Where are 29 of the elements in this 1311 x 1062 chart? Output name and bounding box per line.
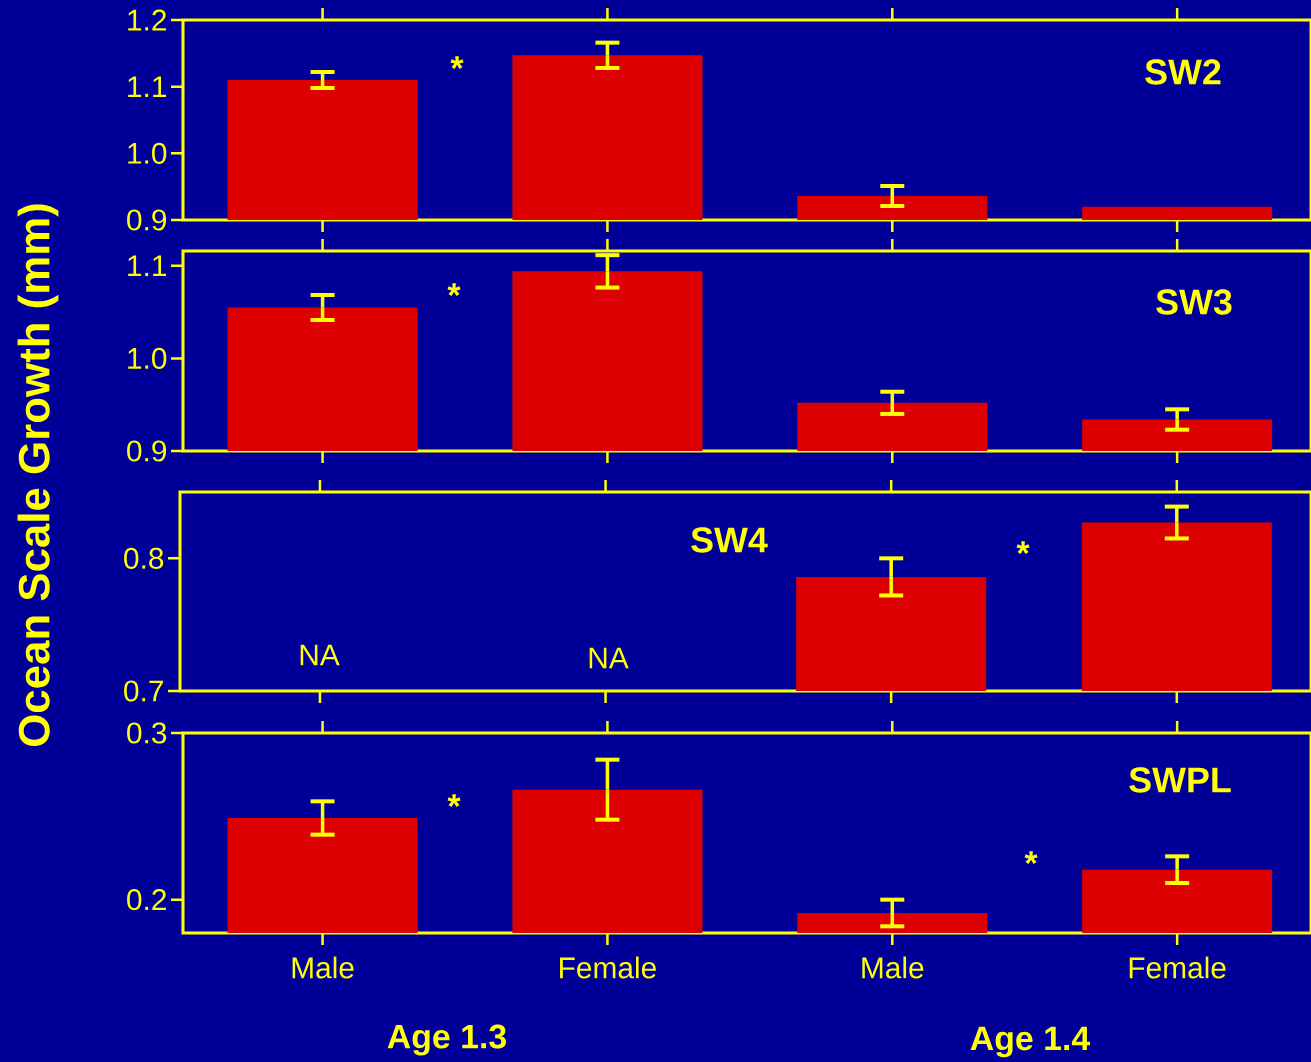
y-tick-label: 1.0	[128, 142, 167, 164]
text: Age 1.3	[387, 1024, 506, 1056]
y-tick-label: 0.9	[127, 440, 167, 462]
y-tick-label: 1.1	[128, 255, 167, 277]
annotation: NA	[300, 644, 340, 666]
annotation: *	[450, 56, 464, 69]
text: Age 1.4	[970, 1026, 1091, 1058]
y-tick-label: 0.2	[127, 889, 166, 911]
y-tick-label: 0.9	[127, 209, 167, 231]
y-tick-label: 1.1	[128, 76, 167, 97]
x-tick-label: Female	[1129, 956, 1226, 979]
y-tick-label: 1.0	[128, 347, 167, 369]
x-tick-label: Male	[292, 956, 354, 979]
y-axis-title: Ocean Scale Growth (mm)	[17, 204, 59, 747]
y-tick-label: 0.7	[124, 680, 163, 702]
y-tick-label: 1.2	[128, 9, 166, 31]
text: SW4	[691, 527, 768, 553]
y-tick-label: 0.8	[124, 547, 164, 569]
text: SW3	[1156, 289, 1232, 315]
annotation: *	[1024, 851, 1038, 864]
x-tick-label: Female	[560, 956, 656, 979]
text: SWPL	[1129, 767, 1231, 793]
annotation: *	[447, 794, 461, 807]
annotation: NA	[589, 647, 629, 669]
text: SW2	[1145, 59, 1221, 85]
x-tick-label: Male	[862, 956, 924, 979]
annotation: *	[447, 283, 461, 296]
y-tick-label: 0.3	[127, 722, 167, 744]
annotation: *	[1016, 541, 1030, 554]
